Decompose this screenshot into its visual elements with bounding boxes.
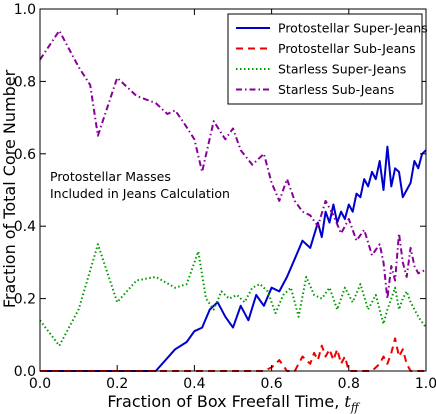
x-tick-label-5: 1.0: [415, 376, 436, 392]
x-tick-label-4: 0.8: [338, 376, 360, 392]
annotation-line-1: Protostellar Masses: [50, 169, 171, 184]
x-axis-label-text: Fraction of Box Freefall Time,: [107, 392, 344, 411]
x-axis-label-symbol: t: [344, 392, 351, 411]
x-tick-label-1: 0.2: [106, 376, 128, 392]
y-tick-label-2: 0.4: [14, 219, 36, 235]
y-tick-label-3: 0.6: [14, 147, 36, 163]
legend-label-1: Protostellar Super-Jeans: [278, 21, 428, 36]
annotation-line-2: Included in Jeans Calculation: [50, 186, 230, 201]
legend-label-3: Starless Super-Jeans: [278, 62, 406, 77]
series-layer: [39, 29, 427, 372]
text-layer: Protostellar Masses Included in Jeans Ca…: [0, 69, 361, 414]
x-axis-label: Fraction of Box Freefall Time, tff: [107, 392, 360, 414]
y-tick-label-1: 0.2: [14, 292, 36, 308]
y-tick-label-4: 0.8: [14, 74, 36, 90]
y-tick-label-0: 0.0: [14, 364, 36, 380]
series-line-4: [39, 29, 427, 300]
legend-label-4: Starless Sub-Jeans: [278, 82, 394, 97]
legend-label-2: Protostellar Sub-Jeans: [278, 41, 416, 56]
x-axis-label-subscript: ff: [350, 401, 361, 414]
plot-frame: [39, 8, 427, 372]
series-line-1: [40, 145, 427, 372]
x-tick-label-0: 0.0: [29, 376, 51, 392]
series-line-3: [39, 243, 427, 347]
y-tick-label-5: 1.0: [14, 2, 36, 18]
axes-layer: 0.0 0.2 0.4 0.6 0.8 1.0 0.0 0.2 0.4 0.6 0.8 1.0: [14, 2, 436, 392]
x-tick-label-3: 0.6: [260, 376, 282, 392]
series-line-2: [40, 337, 426, 372]
legend: Protostellar Super-Jeans Protostellar Sub…: [227, 13, 428, 105]
y-axis-label: Fraction of Total Core Number: [0, 69, 19, 308]
x-tick-label-2: 0.4: [183, 376, 205, 392]
